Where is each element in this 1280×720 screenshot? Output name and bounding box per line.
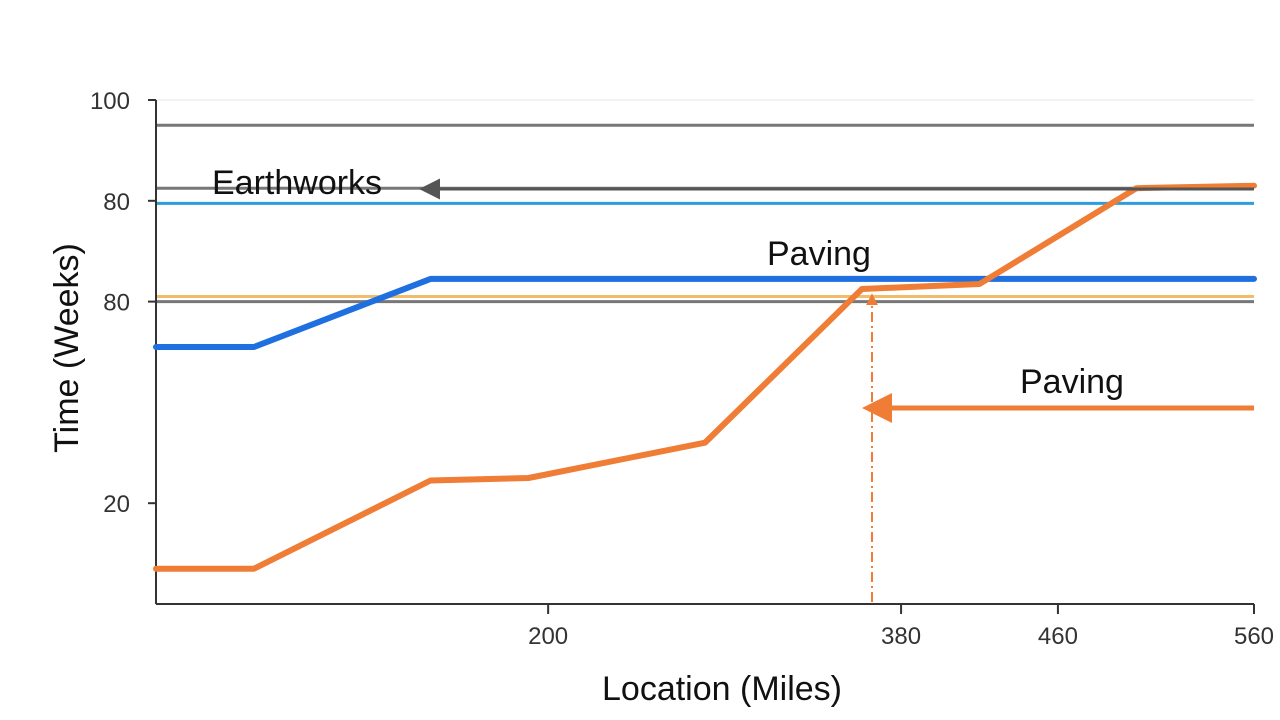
series-line-0 <box>153 275 1257 350</box>
y-axis-title: Time (Weeks) <box>48 243 86 453</box>
y-tick-label-1: 80 <box>103 290 130 317</box>
x-tick-label-1: 380 <box>881 623 921 650</box>
x-tick-label-2: 460 <box>1038 623 1078 650</box>
y-tick-label-2: 80 <box>103 189 130 216</box>
y-axis-ticks: 20 80 80 100 <box>90 88 156 518</box>
paving-label-blue: Paving <box>767 235 871 273</box>
y-tick-label-3: 100 <box>90 88 130 115</box>
annotations: Earthworks Paving Paving <box>212 164 1254 602</box>
x-tick-label-3: 560 <box>1234 623 1274 650</box>
x-axis-title: Location (Miles) <box>602 670 842 708</box>
y-tick-label-0: 20 <box>103 491 130 518</box>
x-axis-ticks: 200 380 460 560 <box>528 604 1274 650</box>
x-tick-label-0: 200 <box>528 623 568 650</box>
axes <box>155 100 1254 605</box>
paving-label-orange: Paving <box>1020 363 1124 401</box>
series-lines <box>153 182 1257 572</box>
series-line-1 <box>153 182 1257 572</box>
earthworks-label: Earthworks <box>212 164 382 202</box>
